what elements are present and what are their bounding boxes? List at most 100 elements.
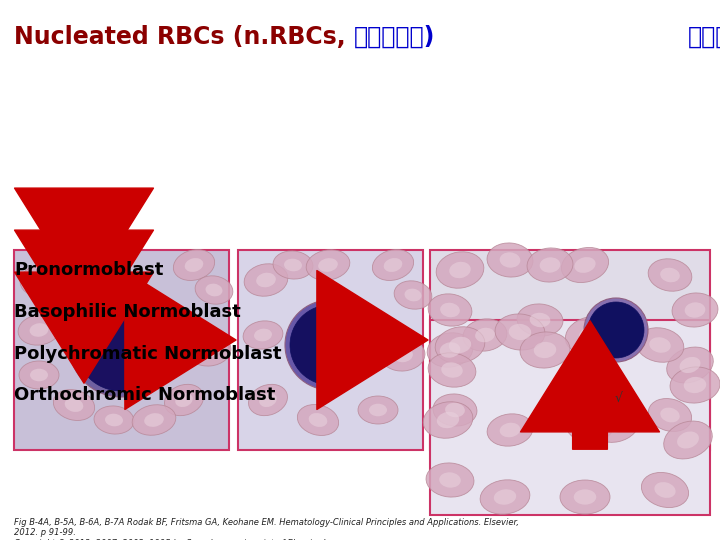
Bar	[238, 250, 423, 450]
Ellipse shape	[297, 404, 338, 435]
Ellipse shape	[439, 472, 461, 488]
Ellipse shape	[565, 316, 615, 354]
Ellipse shape	[372, 249, 414, 280]
Ellipse shape	[254, 329, 272, 341]
Ellipse shape	[358, 396, 398, 424]
Ellipse shape	[494, 489, 516, 505]
Ellipse shape	[648, 259, 692, 291]
Ellipse shape	[175, 393, 193, 407]
Circle shape	[568, 391, 612, 435]
Ellipse shape	[428, 353, 476, 387]
Text: Orthochromic Normoblast: Orthochromic Normoblast	[14, 386, 275, 404]
Ellipse shape	[244, 264, 288, 296]
Ellipse shape	[256, 273, 276, 287]
Ellipse shape	[520, 332, 570, 368]
Ellipse shape	[445, 403, 465, 417]
Ellipse shape	[318, 258, 338, 272]
Text: Basophilic Normoblast: Basophilic Normoblast	[14, 303, 240, 321]
Ellipse shape	[187, 334, 231, 366]
Ellipse shape	[560, 480, 610, 514]
Ellipse shape	[284, 259, 302, 271]
Ellipse shape	[611, 333, 630, 347]
Ellipse shape	[381, 339, 425, 371]
Circle shape	[572, 395, 608, 431]
Circle shape	[584, 298, 648, 362]
Ellipse shape	[53, 389, 94, 421]
Ellipse shape	[480, 480, 530, 514]
Ellipse shape	[527, 248, 573, 282]
Ellipse shape	[487, 243, 533, 277]
Bar	[14, 250, 229, 450]
Ellipse shape	[426, 463, 474, 497]
Ellipse shape	[487, 414, 533, 446]
Ellipse shape	[604, 417, 626, 433]
Ellipse shape	[437, 412, 459, 428]
Ellipse shape	[105, 414, 123, 426]
Ellipse shape	[19, 361, 59, 389]
Ellipse shape	[677, 431, 699, 449]
Ellipse shape	[94, 406, 134, 434]
Ellipse shape	[598, 323, 642, 356]
Ellipse shape	[475, 328, 495, 342]
Ellipse shape	[30, 369, 48, 381]
Ellipse shape	[205, 284, 222, 296]
Ellipse shape	[654, 482, 675, 498]
Ellipse shape	[540, 258, 560, 273]
Ellipse shape	[185, 258, 203, 272]
Ellipse shape	[566, 408, 614, 442]
Ellipse shape	[562, 247, 608, 282]
Ellipse shape	[18, 315, 60, 345]
Circle shape	[285, 300, 375, 390]
Ellipse shape	[441, 362, 463, 377]
Text: Polychromatic Normoblast: Polychromatic Normoblast	[14, 345, 282, 363]
Ellipse shape	[649, 338, 671, 353]
Ellipse shape	[575, 257, 595, 273]
Ellipse shape	[60, 259, 78, 271]
Ellipse shape	[579, 417, 600, 433]
Ellipse shape	[428, 294, 472, 326]
Text: 유핵적혁구): 유핵적혁구)	[354, 25, 436, 49]
Circle shape	[75, 299, 167, 391]
Ellipse shape	[648, 399, 692, 431]
Text: Pronormoblast: Pronormoblast	[14, 261, 163, 279]
Ellipse shape	[500, 252, 521, 268]
Ellipse shape	[500, 423, 521, 437]
Text: 유핵적혁구): 유핵적혁구)	[688, 25, 720, 49]
Ellipse shape	[20, 264, 64, 296]
Ellipse shape	[243, 321, 283, 349]
Ellipse shape	[517, 304, 563, 336]
Ellipse shape	[660, 408, 680, 422]
Ellipse shape	[435, 327, 485, 363]
Ellipse shape	[591, 408, 639, 442]
Ellipse shape	[393, 348, 413, 362]
Ellipse shape	[530, 313, 550, 327]
Ellipse shape	[174, 249, 215, 280]
Ellipse shape	[660, 268, 680, 282]
Ellipse shape	[427, 333, 473, 367]
Ellipse shape	[423, 402, 473, 438]
Ellipse shape	[680, 357, 701, 373]
Ellipse shape	[509, 324, 531, 340]
Ellipse shape	[144, 413, 164, 427]
Ellipse shape	[449, 262, 471, 278]
Ellipse shape	[667, 347, 714, 383]
Ellipse shape	[684, 377, 706, 393]
Circle shape	[69, 293, 173, 397]
Ellipse shape	[664, 421, 712, 459]
Ellipse shape	[384, 258, 402, 272]
Ellipse shape	[49, 251, 89, 279]
Ellipse shape	[195, 276, 233, 304]
Ellipse shape	[672, 293, 718, 327]
Ellipse shape	[164, 384, 204, 416]
Ellipse shape	[394, 281, 432, 309]
Circle shape	[588, 302, 644, 358]
Ellipse shape	[579, 327, 601, 343]
Ellipse shape	[309, 413, 328, 427]
Bar	[430, 250, 710, 450]
Ellipse shape	[30, 323, 48, 337]
Ellipse shape	[199, 343, 219, 357]
Text: √: √	[615, 392, 623, 404]
Ellipse shape	[65, 398, 84, 412]
Ellipse shape	[405, 288, 421, 301]
Ellipse shape	[248, 384, 287, 416]
